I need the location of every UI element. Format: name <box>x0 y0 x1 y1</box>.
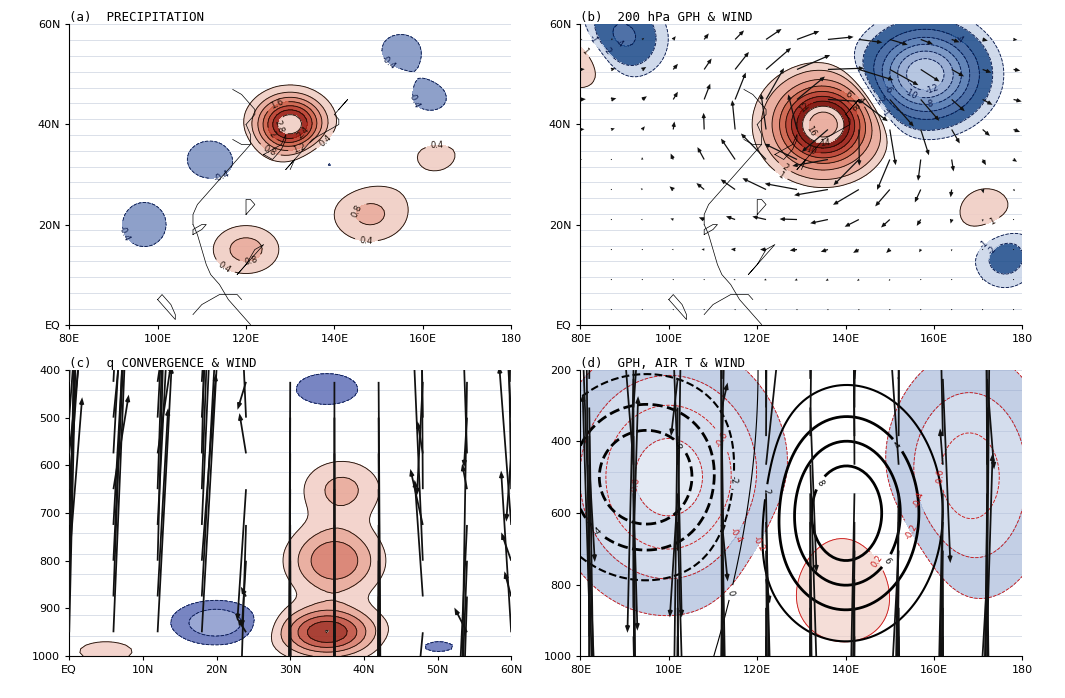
Text: 1.6: 1.6 <box>269 98 285 111</box>
Text: -0.6: -0.6 <box>715 430 730 449</box>
Text: 0.4: 0.4 <box>360 236 373 246</box>
Text: (d)  GPH, AIR T & WIND: (d) GPH, AIR T & WIND <box>580 357 746 370</box>
Text: 12: 12 <box>798 101 812 115</box>
Text: 4: 4 <box>892 440 903 450</box>
Text: -6: -6 <box>674 440 687 452</box>
Text: 0.2: 0.2 <box>870 553 885 569</box>
Text: 8: 8 <box>815 478 825 487</box>
Text: 2: 2 <box>780 163 789 172</box>
Text: 8: 8 <box>849 103 859 113</box>
Text: 1: 1 <box>579 46 590 56</box>
Text: -6: -6 <box>882 83 894 95</box>
Text: 0.8: 0.8 <box>350 202 364 218</box>
Text: -2: -2 <box>986 244 999 257</box>
Text: -0.4: -0.4 <box>913 491 927 509</box>
Text: 1: 1 <box>776 170 786 180</box>
Text: -4: -4 <box>613 38 625 50</box>
Text: 10: 10 <box>804 144 817 156</box>
Text: 16: 16 <box>804 124 818 138</box>
Text: -0.4: -0.4 <box>728 526 744 544</box>
Text: 1.2: 1.2 <box>292 142 307 155</box>
Text: -0.4: -0.4 <box>379 54 397 71</box>
Text: 2.8: 2.8 <box>273 119 285 135</box>
Text: -2: -2 <box>728 475 738 484</box>
Text: -10: -10 <box>903 87 919 101</box>
Text: 0.4: 0.4 <box>430 140 444 150</box>
Text: (c)  q CONVERGENCE & WIND: (c) q CONVERGENCE & WIND <box>69 357 257 370</box>
Text: 6: 6 <box>882 556 891 565</box>
Text: -1: -1 <box>879 107 891 119</box>
Text: 0.4: 0.4 <box>317 133 333 149</box>
Text: -2: -2 <box>601 45 613 57</box>
Text: 14: 14 <box>820 138 831 148</box>
Text: -2: -2 <box>874 94 886 106</box>
Text: -0.2: -0.2 <box>903 523 919 541</box>
Text: -0.4: -0.4 <box>117 224 132 243</box>
Text: 2: 2 <box>266 130 277 140</box>
Text: (a)  PRECIPITATION: (a) PRECIPITATION <box>69 11 204 24</box>
Text: 4: 4 <box>855 96 865 105</box>
Text: -0.8: -0.8 <box>629 477 642 494</box>
Text: -4: -4 <box>953 34 966 45</box>
Text: 2.4: 2.4 <box>295 125 311 140</box>
Text: 0.8: 0.8 <box>262 144 278 158</box>
Text: 0.4: 0.4 <box>216 260 232 275</box>
Text: 2: 2 <box>761 489 771 495</box>
Text: -0.2: -0.2 <box>751 534 767 553</box>
Text: -4: -4 <box>592 526 604 538</box>
Text: 0.8: 0.8 <box>244 255 259 267</box>
Text: 0: 0 <box>726 589 736 596</box>
Text: -12: -12 <box>924 82 940 96</box>
Text: -0.4: -0.4 <box>407 91 422 110</box>
Text: -8: -8 <box>925 99 934 109</box>
Text: 6: 6 <box>843 90 853 101</box>
Text: 1: 1 <box>988 216 997 226</box>
Text: (b)  200 hPa GPH & WIND: (b) 200 hPa GPH & WIND <box>580 11 753 24</box>
Text: -0.4: -0.4 <box>212 169 231 184</box>
Text: -1: -1 <box>979 239 990 251</box>
Text: -1: -1 <box>587 34 599 45</box>
Text: -0.6: -0.6 <box>936 468 946 485</box>
